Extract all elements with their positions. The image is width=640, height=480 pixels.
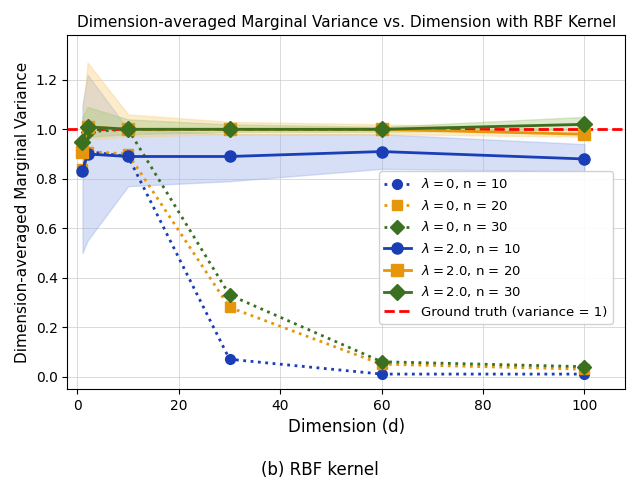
Legend: $\lambda = 0$, n = 10, $\lambda = 0$, n = 20, $\lambda = 0$, n = 30, $\lambda = : $\lambda = 0$, n = 10, $\lambda = 0$, n … [379,171,613,324]
Text: (b) RBF kernel: (b) RBF kernel [261,461,379,479]
Title: Dimension-averaged Marginal Variance vs. Dimension with RBF Kernel: Dimension-averaged Marginal Variance vs.… [77,15,616,30]
X-axis label: Dimension (d): Dimension (d) [287,418,404,436]
Y-axis label: Dimension-averaged Marginal Variance: Dimension-averaged Marginal Variance [15,61,30,363]
